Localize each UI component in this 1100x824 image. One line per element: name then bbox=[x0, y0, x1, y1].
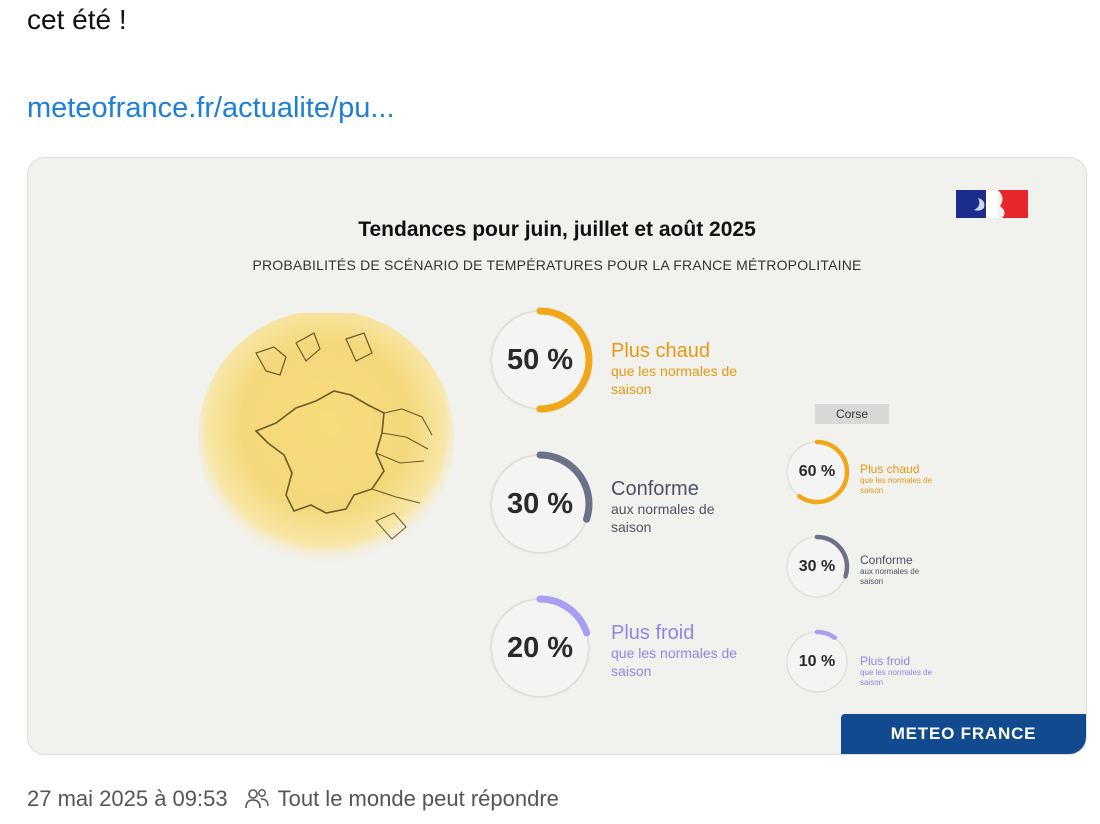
label-warm: Plus chaud que les normales de saison bbox=[611, 340, 771, 398]
corse-ring-normal: 30 % bbox=[784, 534, 850, 600]
corse-percent-cold: 10 % bbox=[798, 653, 836, 670]
label-warm-sub: que les normales de saison bbox=[611, 363, 738, 397]
ring-normal: 30 % bbox=[486, 450, 594, 558]
label-normal-title: Conforme bbox=[611, 478, 699, 500]
percent-warm: 50 % bbox=[506, 343, 574, 376]
ring-warm: 50 % bbox=[486, 306, 594, 414]
label-cold-title: Plus froid bbox=[611, 622, 695, 644]
corse-label-warm-sub: que les normales de saison bbox=[860, 476, 933, 495]
people-icon bbox=[244, 789, 269, 809]
corse-label-cold-title: Plus froid bbox=[860, 654, 911, 668]
corse-percent-normal: 30 % bbox=[798, 558, 836, 575]
infographic-subtitle: PROBABILITÉS DE SCÉNARIO DE TEMPÉRATURES… bbox=[252, 257, 862, 273]
label-cold-sub: que les normales de saison bbox=[611, 645, 738, 679]
france-map bbox=[198, 313, 454, 566]
label-normal: Conforme aux normales de saison bbox=[611, 478, 771, 536]
post-text: cet été ! bbox=[27, 4, 127, 35]
ring-cold: 20 % bbox=[486, 594, 594, 702]
meteo-france-logo: METEO FRANCE bbox=[841, 714, 1086, 754]
french-flag-logo bbox=[956, 190, 1028, 218]
reply-setting[interactable]: Tout le monde peut répondre bbox=[277, 786, 559, 811]
corse-label: Corse bbox=[815, 404, 889, 424]
post-footer: 27 mai 2025 à 09:53 Tout le monde peut r… bbox=[27, 786, 559, 812]
corse-label-normal-title: Conforme bbox=[860, 553, 913, 567]
percent-cold: 20 % bbox=[506, 631, 574, 664]
corse-percent-warm: 60 % bbox=[798, 463, 836, 480]
label-cold: Plus froid que les normales de saison bbox=[611, 622, 771, 680]
corse-label-cold-sub: que les normales de saison bbox=[860, 668, 933, 687]
label-normal-sub: aux normales de saison bbox=[611, 501, 715, 535]
corse-label-normal: Conforme aux normales de saison bbox=[860, 553, 950, 587]
post-timestamp[interactable]: 27 mai 2025 à 09:53 bbox=[27, 786, 228, 811]
post-link[interactable]: meteofrance.fr/actualite/pu... bbox=[27, 92, 395, 124]
corse-label-warm: Plus chaud que les normales de saison bbox=[860, 462, 950, 496]
corse-ring-cold: 10 % bbox=[784, 629, 850, 695]
infographic-title: Tendances pour juin, juillet et août 202… bbox=[358, 218, 756, 241]
image-card[interactable]: Tendances pour juin, juillet et août 202… bbox=[27, 157, 1087, 755]
corse-label-warm-title: Plus chaud bbox=[860, 462, 920, 476]
corse-label-cold: Plus froid que les normales de saison bbox=[860, 654, 950, 688]
label-warm-title: Plus chaud bbox=[611, 340, 710, 362]
percent-normal: 30 % bbox=[506, 487, 574, 520]
corse-label-normal-sub: aux normales de saison bbox=[860, 567, 920, 586]
corse-ring-warm: 60 % bbox=[784, 439, 850, 505]
